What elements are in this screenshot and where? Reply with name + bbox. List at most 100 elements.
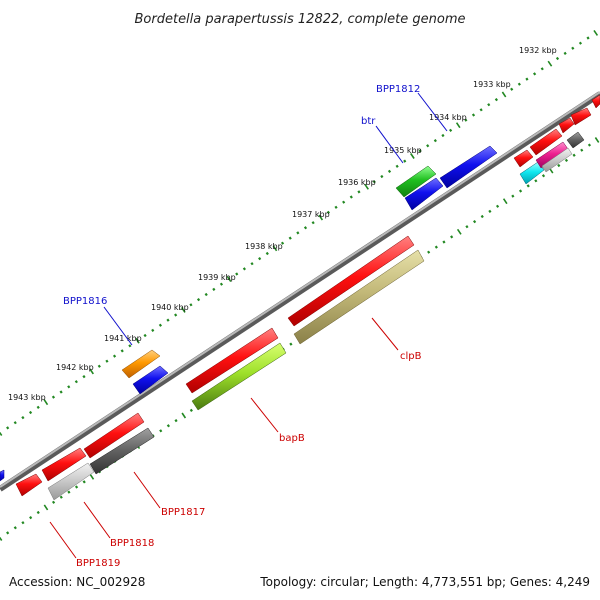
minor-tick	[427, 250, 431, 254]
minor-tick	[571, 46, 575, 50]
major-tick	[43, 504, 49, 511]
kbp-label: 1940 kbp	[151, 303, 189, 312]
major-tick	[89, 368, 94, 375]
minor-tick	[342, 200, 346, 204]
kbp-label: 1935 kbp	[384, 146, 422, 155]
label-bpp1818[interactable]: BPP1818	[110, 538, 154, 549]
label-bpp1817[interactable]: BPP1817	[161, 507, 205, 518]
label-bpp1812[interactable]: BPP1812	[376, 84, 420, 95]
gene-red-upper-right-1[interactable]	[513, 149, 534, 168]
gene-bapb-red[interactable]	[185, 327, 279, 394]
minor-tick	[479, 108, 483, 112]
gene-blue-small[interactable]	[132, 365, 169, 395]
gene-light-small[interactable]	[541, 147, 573, 173]
gene-red-upper-right-2[interactable]	[529, 128, 563, 156]
minor-tick	[204, 292, 208, 297]
gene-red-upper-right-4[interactable]	[570, 107, 592, 126]
minor-tick	[442, 240, 446, 244]
minor-tick	[434, 245, 438, 249]
minor-tick	[380, 174, 384, 179]
minor-tick	[449, 128, 453, 132]
kbp-label: 1936 kbp	[338, 178, 376, 187]
gene-red-upper-right-3[interactable]	[558, 117, 575, 134]
leader-bpp1812	[417, 92, 448, 132]
minor-tick	[67, 385, 71, 389]
gene-bpp1812[interactable]	[439, 145, 498, 189]
kbp-labels: 1932 kbp 1933 kbp 1934 kbp 1935 kbp 1936…	[8, 46, 557, 402]
gene-btr[interactable]	[404, 177, 444, 211]
minor-tick	[450, 235, 454, 239]
minor-tick	[541, 174, 546, 178]
minor-tick	[564, 158, 569, 162]
minor-tick	[464, 118, 468, 122]
minor-tick	[212, 287, 216, 291]
minor-tick	[289, 342, 293, 346]
kbp-label: 1933 kbp	[473, 80, 511, 89]
minor-tick	[540, 67, 544, 71]
leader-bapb	[250, 397, 279, 433]
gene-green[interactable]	[395, 165, 437, 198]
minor-tick	[433, 139, 437, 143]
leader-bpp1817	[133, 471, 161, 509]
gene-red-upper-right-5[interactable]	[591, 94, 600, 109]
minor-tick	[51, 395, 56, 399]
label-clpb[interactable]: clpB	[400, 351, 422, 362]
minor-tick	[511, 194, 515, 198]
minor-tick	[534, 179, 538, 183]
major-tick	[502, 198, 508, 205]
minor-tick	[151, 328, 155, 332]
major-tick	[547, 60, 553, 67]
minor-tick	[518, 189, 523, 193]
minor-tick	[242, 267, 246, 271]
label-bpp1819[interactable]: BPP1819	[76, 558, 120, 569]
minor-tick	[21, 415, 25, 420]
major-tick	[43, 399, 49, 406]
minor-tick	[555, 56, 560, 61]
minor-tick	[158, 323, 163, 327]
minor-tick	[59, 390, 63, 394]
minor-tick	[120, 349, 124, 353]
gene-bpp1818[interactable]	[47, 462, 95, 501]
minor-tick	[166, 424, 171, 428]
kbp-label: 1938 kbp	[245, 242, 283, 251]
gene-bpp1817[interactable]	[89, 427, 155, 475]
minor-tick	[29, 516, 33, 520]
gene-cyan[interactable]	[519, 161, 545, 185]
major-tick	[272, 245, 278, 252]
major-tick	[455, 122, 461, 129]
gene-track-outer	[0, 94, 600, 482]
gene-track-inner	[15, 131, 585, 501]
topology-text: Topology: circular; Length: 4,773,551 bp…	[259, 575, 590, 589]
gene-bpp1819[interactable]	[15, 473, 43, 497]
minor-tick	[418, 149, 422, 153]
minor-tick	[67, 490, 71, 494]
major-tick	[501, 91, 507, 98]
minor-tick	[472, 219, 477, 224]
minor-tick	[36, 510, 40, 515]
minor-tick	[235, 272, 239, 276]
gene-blue-edge[interactable]	[0, 469, 5, 482]
gene-clpb-red[interactable]	[287, 235, 415, 327]
leader-btr	[375, 125, 404, 164]
minor-tick	[74, 485, 79, 489]
minor-tick	[471, 113, 476, 117]
label-bapb[interactable]: bapB	[279, 433, 305, 444]
gene-grey-small[interactable]	[566, 131, 585, 149]
kbp-label: 1937 kbp	[292, 210, 330, 219]
gene-bapb[interactable]	[191, 342, 287, 411]
gene-bpp1818-red[interactable]	[41, 447, 87, 482]
minor-tick	[587, 143, 592, 147]
minor-tick	[557, 163, 561, 168]
gene-orange[interactable]	[121, 349, 161, 379]
map-title: Bordetella parapertussis 12822, complete…	[135, 12, 466, 27]
label-btr[interactable]: btr	[361, 116, 376, 127]
minor-tick	[189, 408, 193, 412]
minor-tick	[525, 77, 529, 81]
minor-tick	[280, 241, 285, 245]
minor-tick	[28, 410, 33, 415]
gene-clpb[interactable]	[293, 249, 425, 345]
gene-bpp1817-red[interactable]	[83, 412, 145, 459]
label-bpp1816[interactable]: BPP1816	[63, 296, 107, 307]
outer-tick-track	[0, 29, 599, 436]
